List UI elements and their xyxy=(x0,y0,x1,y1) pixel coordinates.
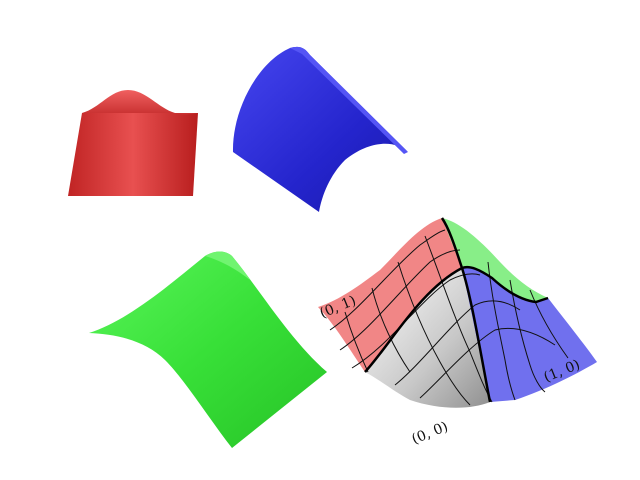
patch-boundaries xyxy=(364,217,549,403)
blue-surface-body xyxy=(232,46,408,213)
red-surface-top xyxy=(82,90,198,115)
green-surface-body xyxy=(89,251,327,448)
surface-grid xyxy=(329,229,569,406)
red-bump-surface xyxy=(68,90,198,196)
blue-surface-edge xyxy=(290,46,408,155)
combined-surface: (0, 1) (0, 0) (1, 0) xyxy=(318,217,597,448)
green-sheet-surface xyxy=(89,251,327,448)
green-surface-crest xyxy=(205,251,250,280)
green-patch xyxy=(442,218,548,302)
red-surface-front xyxy=(68,113,198,196)
blue-arch-surface xyxy=(232,46,408,213)
corner-label-origin: (0, 0) xyxy=(410,419,451,448)
red-patch xyxy=(318,218,462,372)
